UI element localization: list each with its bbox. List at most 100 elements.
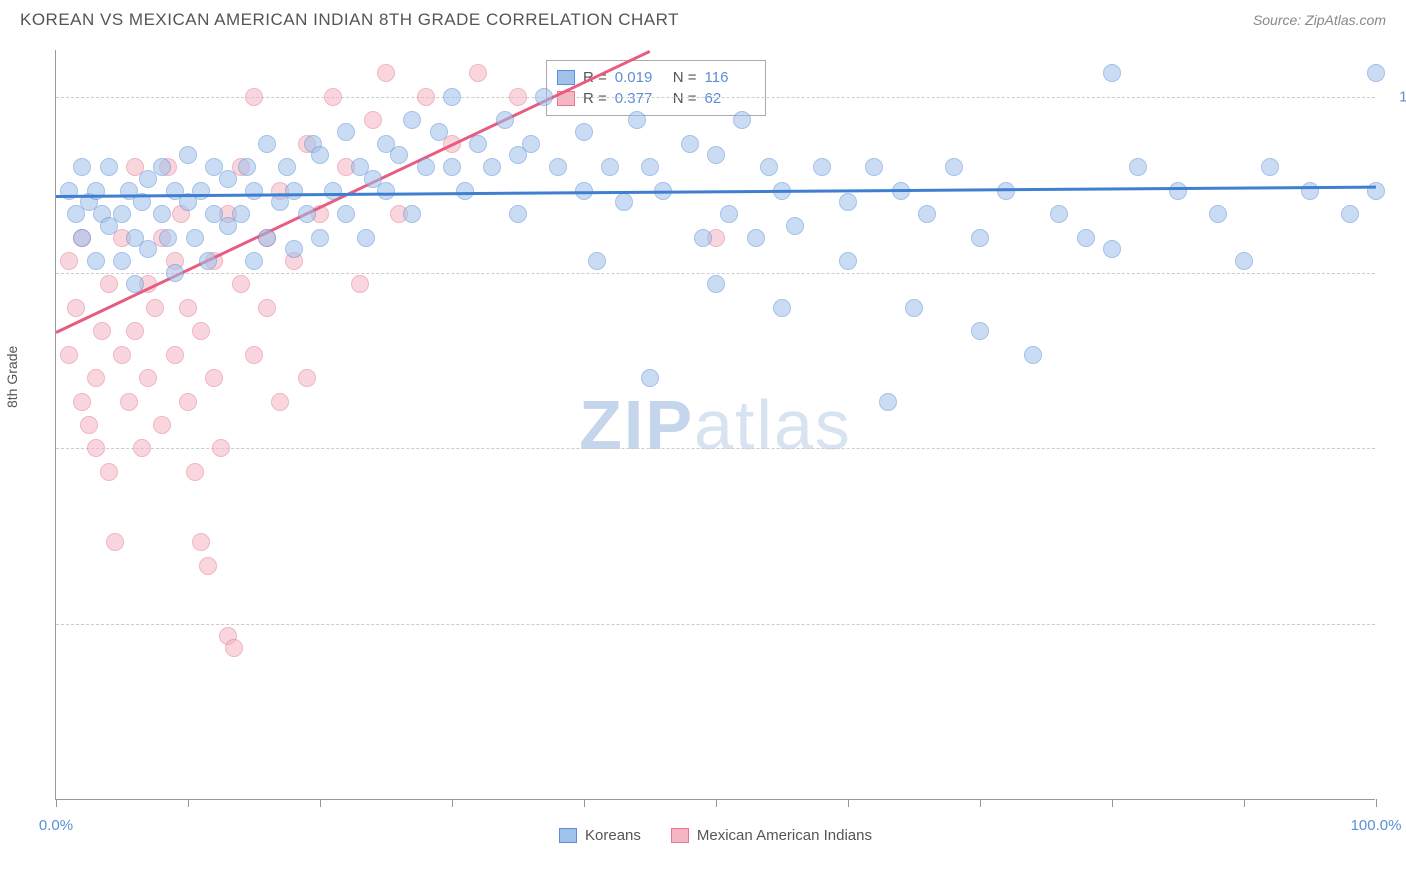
data-point (496, 111, 514, 129)
data-point (285, 182, 303, 200)
data-point (133, 439, 151, 457)
data-point (945, 158, 963, 176)
x-tick (980, 799, 981, 807)
data-point (192, 533, 210, 551)
data-point (1367, 182, 1385, 200)
data-point (430, 123, 448, 141)
data-point (93, 322, 111, 340)
data-point (153, 205, 171, 223)
data-point (549, 158, 567, 176)
data-point (575, 123, 593, 141)
data-point (509, 88, 527, 106)
data-point (443, 158, 461, 176)
data-point (813, 158, 831, 176)
data-point (377, 64, 395, 82)
data-point (245, 252, 263, 270)
x-tick-label: 100.0% (1351, 817, 1402, 834)
data-point (258, 299, 276, 317)
data-point (126, 322, 144, 340)
data-point (212, 439, 230, 457)
x-tick (320, 799, 321, 807)
data-point (179, 393, 197, 411)
data-point (403, 111, 421, 129)
data-point (1077, 229, 1095, 247)
x-tick (584, 799, 585, 807)
data-point (139, 240, 157, 258)
data-point (839, 252, 857, 270)
data-point (733, 111, 751, 129)
data-point (971, 229, 989, 247)
data-point (238, 158, 256, 176)
data-point (377, 182, 395, 200)
data-point (179, 299, 197, 317)
data-point (67, 299, 85, 317)
data-point (865, 158, 883, 176)
data-point (1301, 182, 1319, 200)
data-point (469, 135, 487, 153)
data-point (1169, 182, 1187, 200)
data-point (588, 252, 606, 270)
data-point (153, 158, 171, 176)
swatch-koreans-icon (559, 828, 577, 843)
data-point (324, 88, 342, 106)
data-point (113, 205, 131, 223)
correlation-legend: R =0.019 N =116 R =0.377 N =62 (546, 60, 766, 116)
legend-item-koreans: Koreans (559, 827, 641, 844)
data-point (971, 322, 989, 340)
data-point (87, 252, 105, 270)
data-point (456, 182, 474, 200)
data-point (73, 229, 91, 247)
data-point (100, 463, 118, 481)
data-point (186, 463, 204, 481)
data-point (337, 205, 355, 223)
data-point (720, 205, 738, 223)
data-point (219, 170, 237, 188)
data-point (1103, 240, 1121, 258)
gridline (56, 273, 1375, 274)
data-point (522, 135, 540, 153)
data-point (245, 182, 263, 200)
data-point (126, 275, 144, 293)
data-point (225, 639, 243, 657)
watermark: ZIPatlas (579, 385, 852, 465)
data-point (1341, 205, 1359, 223)
data-point (245, 346, 263, 364)
series-legend: Koreans Mexican American Indians (56, 827, 1375, 844)
data-point (641, 369, 659, 387)
x-tick (452, 799, 453, 807)
data-point (681, 135, 699, 153)
data-point (100, 158, 118, 176)
data-point (905, 299, 923, 317)
data-point (87, 369, 105, 387)
data-point (139, 369, 157, 387)
data-point (278, 158, 296, 176)
data-point (113, 252, 131, 270)
data-point (773, 299, 791, 317)
data-point (73, 158, 91, 176)
data-point (311, 146, 329, 164)
data-point (694, 229, 712, 247)
data-point (615, 193, 633, 211)
x-tick-label: 0.0% (39, 817, 73, 834)
data-point (839, 193, 857, 211)
data-point (1235, 252, 1253, 270)
swatch-koreans (557, 70, 575, 85)
x-tick (188, 799, 189, 807)
data-point (146, 299, 164, 317)
data-point (747, 229, 765, 247)
data-point (1129, 158, 1147, 176)
data-point (245, 88, 263, 106)
y-tick-label: 100.0% (1399, 88, 1406, 105)
data-point (205, 369, 223, 387)
x-tick (1244, 799, 1245, 807)
data-point (1367, 64, 1385, 82)
data-point (271, 393, 289, 411)
data-point (232, 205, 250, 223)
data-point (166, 264, 184, 282)
legend-row-koreans: R =0.019 N =116 (557, 67, 755, 88)
data-point (1024, 346, 1042, 364)
data-point (509, 205, 527, 223)
data-point (469, 64, 487, 82)
data-point (707, 146, 725, 164)
data-point (417, 158, 435, 176)
